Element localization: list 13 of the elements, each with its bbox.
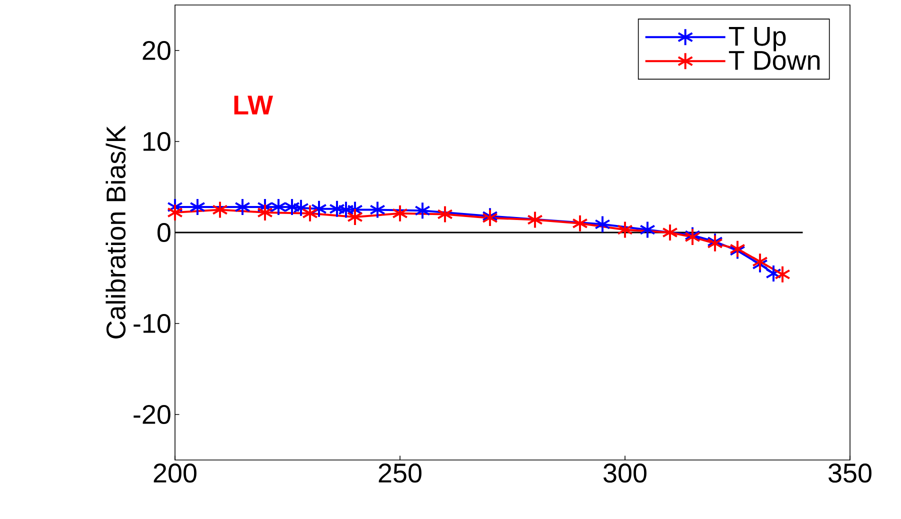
legend-label: T Down xyxy=(728,51,820,70)
y-tick-label: -10 xyxy=(134,314,170,334)
x-tick-label: 200 xyxy=(154,464,196,483)
legend-label: T Up xyxy=(728,27,786,52)
x-tick-label: 300 xyxy=(604,464,646,483)
y-tick-label: -20 xyxy=(134,404,170,424)
annotation: LW xyxy=(234,96,274,114)
y-tick-label: 20 xyxy=(142,40,170,60)
x-tick-label: 250 xyxy=(378,464,422,483)
y-axis-title: Calibration Bias/K xyxy=(106,126,126,338)
x-tick-label: 350 xyxy=(828,464,872,483)
y-tick-label: 0 xyxy=(158,222,170,242)
y-tick-label: 10 xyxy=(143,132,170,152)
